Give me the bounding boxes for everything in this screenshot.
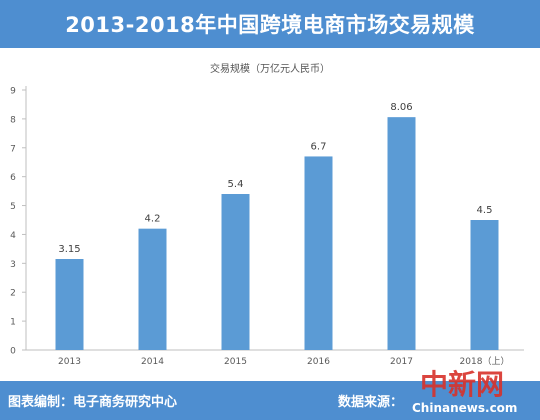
value-label-3: 6.7 [311,141,327,152]
value-label-5: 4.5 [477,205,493,216]
y-tick-label: 2 [10,289,16,299]
y-axis: 0 1 2 3 4 5 6 7 8 9 [10,86,27,357]
y-tick-label: 9 [10,87,16,97]
y-tick-label: 7 [10,144,16,154]
y-tick-label: 6 [10,173,16,183]
value-label-1: 4.2 [145,214,161,225]
chart-footer: 图表编制：电子商务研究中心 数据来源： 中新网 Chinanews.com [0,368,540,420]
y-tick-label: 0 [10,347,16,357]
x-tick-label-5: 2018（上） [460,356,510,367]
bar-chart: 交易规模（万亿元人民币） 0 1 2 3 4 5 6 7 8 9 2013 2014 2015 2016… [10,62,524,367]
value-label-4: 8.06 [390,102,412,113]
source-label: 图表编制：电子商务研究中心 [8,395,178,410]
bar-5 [470,220,499,350]
bars-group [55,117,499,351]
watermark-logo: 中新网 [420,368,505,401]
chart-title: 交易规模（万亿元人民币） [210,62,330,75]
y-tick-label: 1 [10,318,16,328]
chart-header-title: 2013-2018年中国跨境电商市场交易规模 [65,13,475,37]
x-axis: 2013 2014 2015 2016 2017 2018（上） [26,349,524,367]
chart-header: 2013-2018年中国跨境电商市场交易规模 [0,0,540,48]
y-tick-label: 4 [10,231,16,241]
x-tick-label-2: 2015 [224,357,247,367]
bar-0 [55,259,84,350]
y-tick-label: 5 [10,202,16,212]
x-tick-label-1: 2014 [141,357,164,367]
bar-3 [304,156,333,350]
bar-1 [138,228,167,350]
bar-4 [387,117,416,351]
value-label-0: 3.15 [58,244,80,255]
y-tick-label: 3 [10,260,16,270]
data-source-label: 数据来源： [338,395,404,410]
value-label-2: 5.4 [228,179,244,190]
y-tick-label: 8 [10,115,16,125]
chart-area: 交易规模（万亿元人民币） 0 1 2 3 4 5 6 7 8 9 2013 2014 2015 2016… [0,48,540,381]
watermark-subtext: Chinanews.com [412,401,518,415]
value-labels-group: 3.15 4.2 5.4 6.7 8.06 4.5 [58,102,492,255]
x-tick-label-3: 2016 [307,357,330,367]
bar-2 [221,194,250,350]
x-tick-label-4: 2017 [390,357,413,367]
x-tick-label-0: 2013 [58,357,81,367]
